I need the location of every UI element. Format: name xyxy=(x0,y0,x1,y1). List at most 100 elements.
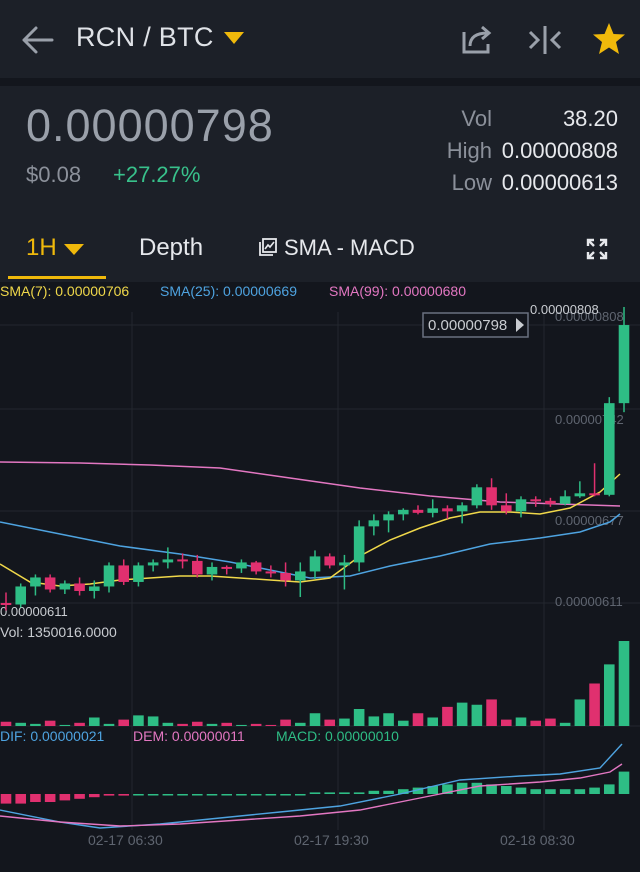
volume-bar xyxy=(486,699,497,726)
volume-bars xyxy=(0,641,630,726)
macd-bar xyxy=(442,784,453,794)
candle-body xyxy=(618,325,630,404)
chevron-down-icon[interactable] xyxy=(224,32,244,44)
sma99-line xyxy=(0,461,621,507)
candle-body xyxy=(191,560,203,575)
candle-body xyxy=(118,565,130,582)
low-value: 0.00000613 xyxy=(501,170,618,195)
candle-body xyxy=(177,559,188,562)
indicator-icon[interactable] xyxy=(259,238,277,256)
axis-price-top: 0.00000808 xyxy=(555,309,624,324)
price-panel: 0.00000798 $0.08 +27.27% Vol 38.20 High … xyxy=(0,86,640,214)
macd-bar xyxy=(162,794,174,796)
candle-body xyxy=(324,556,336,566)
volume-bar xyxy=(133,715,144,726)
min-price-marker: 0.00000611 xyxy=(0,604,68,619)
legend-sma7: SMA(7): 0.00000706 xyxy=(0,283,129,299)
volume-bar xyxy=(574,699,586,726)
arrow-left-icon[interactable] xyxy=(18,22,58,58)
candle-body xyxy=(147,562,159,566)
pair-title[interactable]: RCN / BTC xyxy=(76,22,214,52)
candle-body xyxy=(74,583,85,591)
volume-bar xyxy=(442,706,453,726)
macd-bar xyxy=(383,790,394,794)
candle-body xyxy=(103,565,115,587)
chart-tabs: 1H Depth SMA - MACD xyxy=(0,214,640,282)
volume-bar xyxy=(368,716,380,726)
divider xyxy=(0,78,640,86)
macd-bar xyxy=(0,794,12,804)
volume-bar xyxy=(471,704,483,726)
vol-label: Vol xyxy=(461,106,492,131)
macd-dem: DEM: 0.00000011 xyxy=(133,728,245,744)
star-icon[interactable] xyxy=(590,20,628,58)
candle-body xyxy=(339,562,350,566)
candle-body xyxy=(397,509,409,515)
macd-bar xyxy=(397,789,409,794)
candle-body xyxy=(486,487,497,506)
macd-bar xyxy=(236,794,247,796)
candle-body xyxy=(368,520,380,527)
share-icon[interactable] xyxy=(458,22,496,58)
fiat-price: $0.08 xyxy=(26,162,82,187)
candle-body xyxy=(88,586,100,591)
volume-bar xyxy=(339,718,350,726)
dif-line xyxy=(0,743,623,829)
candle-body xyxy=(471,487,483,506)
macd-bar xyxy=(559,789,571,794)
volume-bar xyxy=(530,720,542,726)
candle-body xyxy=(559,496,571,504)
volume-bar xyxy=(30,723,41,726)
play-icon xyxy=(516,318,524,332)
macd-bar xyxy=(603,784,615,794)
candle-body xyxy=(162,559,174,563)
tab-indicator[interactable]: SMA - MACD xyxy=(284,235,415,260)
macd-bar xyxy=(618,771,630,794)
candle-body xyxy=(44,577,56,590)
volume-bar xyxy=(221,722,233,726)
candle-body xyxy=(412,509,424,513)
macd-bar xyxy=(500,786,512,794)
volume-bar xyxy=(74,722,85,726)
macd-bar xyxy=(324,792,336,794)
chevron-down-icon[interactable] xyxy=(64,244,84,255)
macd-bar xyxy=(339,792,350,794)
axis-price-bottom: 0.00000611 xyxy=(555,594,623,609)
macd-bar xyxy=(265,794,277,796)
volume-bar xyxy=(44,720,56,726)
volume-bar xyxy=(118,719,130,726)
volume-bar xyxy=(397,720,409,726)
fullscreen-icon[interactable] xyxy=(586,238,608,260)
volume-bar xyxy=(59,724,71,726)
tab-depth[interactable]: Depth xyxy=(139,234,204,261)
volume-bar xyxy=(88,717,100,726)
macd-histogram xyxy=(0,771,630,804)
candle-body xyxy=(309,556,321,572)
macd-bar xyxy=(574,789,586,794)
macd-bar xyxy=(589,787,600,794)
candle-body xyxy=(427,508,439,513)
time-label-2: 02-17 19:30 xyxy=(294,832,369,848)
macd-bar xyxy=(15,794,27,804)
candle-body xyxy=(500,505,512,512)
macd-dif: DIF: 0.00000021 xyxy=(0,728,105,744)
volume-bar xyxy=(236,724,247,726)
candlestick-chart[interactable]: SMA(7): 0.00000706 SMA(25): 0.00000669 S… xyxy=(0,282,640,872)
candle-body xyxy=(456,505,468,512)
current-price-tag xyxy=(422,312,529,338)
volume-label: Vol: 1350016.0000 xyxy=(0,624,117,640)
candles xyxy=(0,306,630,611)
high-label: High xyxy=(446,138,492,163)
volume-bar xyxy=(412,713,424,726)
candle-body xyxy=(574,493,586,497)
volume-bar xyxy=(265,724,277,726)
price-change: +27.27% xyxy=(113,162,201,187)
split-compare-icon[interactable] xyxy=(526,22,564,58)
current-price-tag-text: 0.00000798 xyxy=(428,317,507,334)
candle-body xyxy=(589,493,600,496)
macd-bar xyxy=(250,794,262,796)
volume-bar xyxy=(427,717,439,726)
tab-interval[interactable]: 1H xyxy=(26,234,57,261)
high-value: 0.00000808 xyxy=(501,138,618,163)
candle-body xyxy=(442,508,453,512)
